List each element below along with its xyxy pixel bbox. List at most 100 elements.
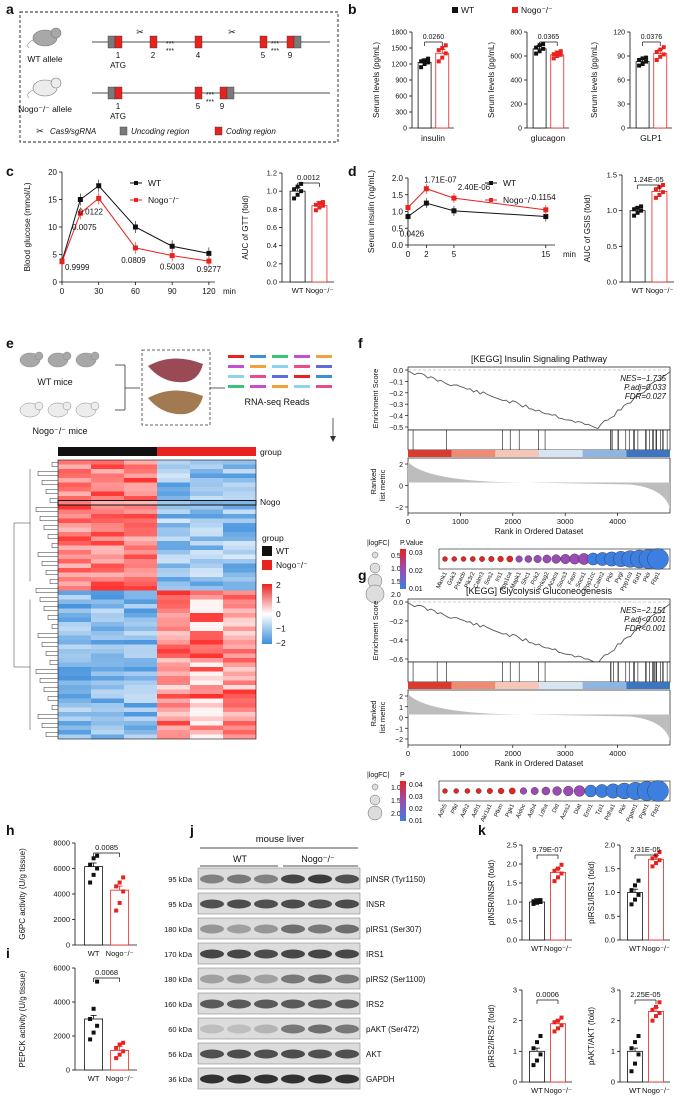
heatmap-cell [91, 703, 124, 708]
blot-band [335, 1049, 359, 1059]
nogo-point [559, 1023, 564, 1028]
heatmap-cell [223, 680, 256, 686]
heatmap-cell [157, 478, 190, 483]
wt-point [644, 55, 649, 60]
heatmap-cell [58, 496, 91, 501]
size-legend-title: |logFC| [367, 772, 389, 779]
panel-g-stat: NES=−2.151 [620, 606, 666, 615]
p-value-label: 0.0006 [536, 990, 559, 999]
heatmap-cell [91, 505, 124, 510]
nogo-point [556, 866, 560, 871]
wt-mouse-icon-head [50, 27, 62, 39]
heatmap-cell [157, 590, 190, 596]
wt-point [88, 1017, 93, 1021]
heatmap-cell [223, 626, 256, 632]
heatmap-cell [124, 491, 157, 497]
blot-band [335, 1074, 359, 1084]
heatmap-cell [124, 604, 157, 609]
nogo-point [313, 208, 318, 213]
heatmap-cell [124, 577, 157, 582]
x-tick-label: Nogo⁻/⁻ [106, 1074, 134, 1083]
heatmap-cell [91, 685, 124, 690]
heatmap-cell [91, 608, 124, 614]
pvalue-legend-title: P.Value [400, 540, 423, 547]
nogo-point [552, 1029, 557, 1034]
blot-nogo-label: Nogo⁻/⁻ [301, 854, 335, 864]
heatmap-cell [91, 487, 124, 492]
heatmap-cell [91, 572, 124, 578]
nogo-point [320, 200, 325, 205]
panel-f-hits-frame [407, 429, 671, 451]
legend-nogo-swatch [512, 7, 518, 13]
y-tick-label: 2.0 [605, 841, 615, 850]
panel-f-gene-label: Raf1 [632, 571, 643, 586]
size-legend-label: 1.5 [391, 579, 401, 586]
heatmap-cell [58, 464, 91, 470]
heatmap-cell [223, 595, 256, 600]
heatmap-cell [223, 725, 256, 731]
panel-g-x-axis-label: Rank in Ordered Dataset [495, 759, 584, 768]
heatmap-cell [223, 649, 256, 654]
heatmap-cell [157, 536, 190, 542]
blot-band [308, 924, 332, 934]
blot-band [281, 999, 305, 1009]
heatmap-cell [124, 671, 157, 677]
y-tick-label: 0.0 [267, 278, 277, 287]
panel-g-gene-label: Dlat [573, 803, 583, 816]
nogo-point [551, 52, 556, 57]
blot-title: mouse liver [256, 834, 305, 845]
heatmap-cell [58, 469, 91, 474]
wt-point [91, 1030, 96, 1035]
panel-g-gene-label: Pgm1 [639, 803, 651, 820]
y-axis-label: PEPCK activity (U/g tissue) [18, 970, 27, 1067]
heatmap-cell [124, 527, 157, 533]
nogo-point [117, 1042, 122, 1047]
y-tick-label: −0.6 [389, 657, 403, 664]
y-tick-label: −0.2 [389, 391, 403, 398]
exon-box [114, 86, 123, 100]
heatmap-cell [58, 550, 91, 555]
heatmap-cell [223, 671, 256, 677]
panel-g-gene-label: Aldoc [516, 803, 528, 819]
nogo-point [654, 50, 659, 54]
wt-bar [417, 62, 432, 129]
heatmap-cell [223, 698, 256, 704]
legend-nogo-marker [134, 198, 138, 202]
read-segment [250, 355, 266, 358]
heatmap-cell [190, 491, 223, 497]
x-tick-label: 0 [406, 250, 411, 259]
heatmap-cell [223, 694, 256, 699]
blot-band [308, 1074, 332, 1084]
pvalue-legend-label: 0.02 [409, 806, 423, 813]
nogo-point [559, 862, 564, 867]
heatmap-cell [58, 644, 91, 650]
heatmap-cell [91, 631, 124, 636]
wt-point [531, 901, 536, 906]
heatmap-cell [190, 653, 223, 659]
y-tick-label: 600 [395, 94, 407, 101]
rank-strip [451, 450, 496, 457]
heatmap-cell [223, 622, 256, 627]
heatmap-cell [124, 721, 157, 726]
read-segment [294, 355, 310, 358]
heatmap-cell [157, 514, 190, 519]
wt-point [91, 856, 96, 861]
panel-f-gene-label: Mknk1 [436, 571, 449, 590]
heatmap-cell [124, 667, 157, 672]
heatmap-cell [58, 460, 91, 465]
heatmap-cell [190, 460, 223, 465]
wt-bar [532, 48, 547, 129]
panel-f-gene-label: Shc1 [521, 571, 532, 587]
heatmap-cell [124, 662, 157, 668]
heatmap-cell [157, 500, 190, 506]
heatmap-cell [190, 689, 223, 695]
heatmap-cell [58, 514, 91, 519]
panel-f-gene-dot [506, 555, 514, 563]
nogo-point [658, 54, 663, 59]
panel-letter-h: h [6, 822, 15, 838]
wt-point [292, 187, 297, 192]
y-tick-label: 0 [399, 484, 403, 491]
heatmap-cell [190, 500, 223, 506]
panel-g-gene-dot [647, 780, 669, 802]
heatmap-cell [124, 680, 157, 686]
